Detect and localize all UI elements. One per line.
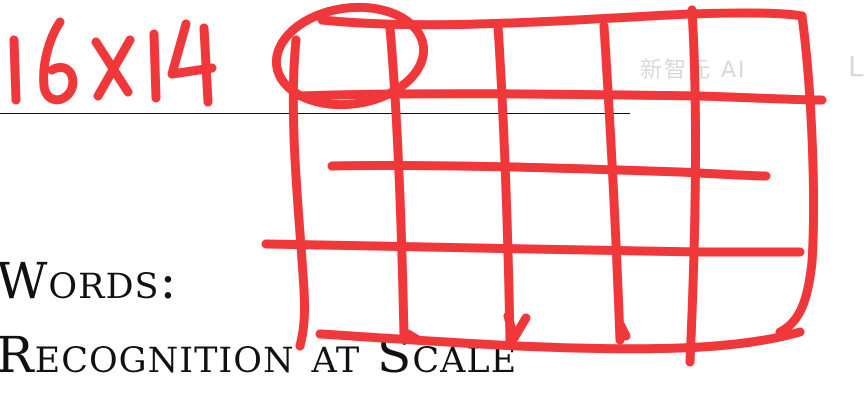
paper-title-line-1: Words: xyxy=(0,252,178,310)
hand-drawn-16x14-grid xyxy=(261,5,827,367)
watermark-edge-glyph: L xyxy=(848,50,864,83)
circled-patch-highlight xyxy=(271,2,429,110)
handwritten-dimension-note xyxy=(9,17,217,107)
horizontal-rule xyxy=(0,113,630,114)
paper-title-line-2: Recognition at Scale xyxy=(0,326,518,384)
